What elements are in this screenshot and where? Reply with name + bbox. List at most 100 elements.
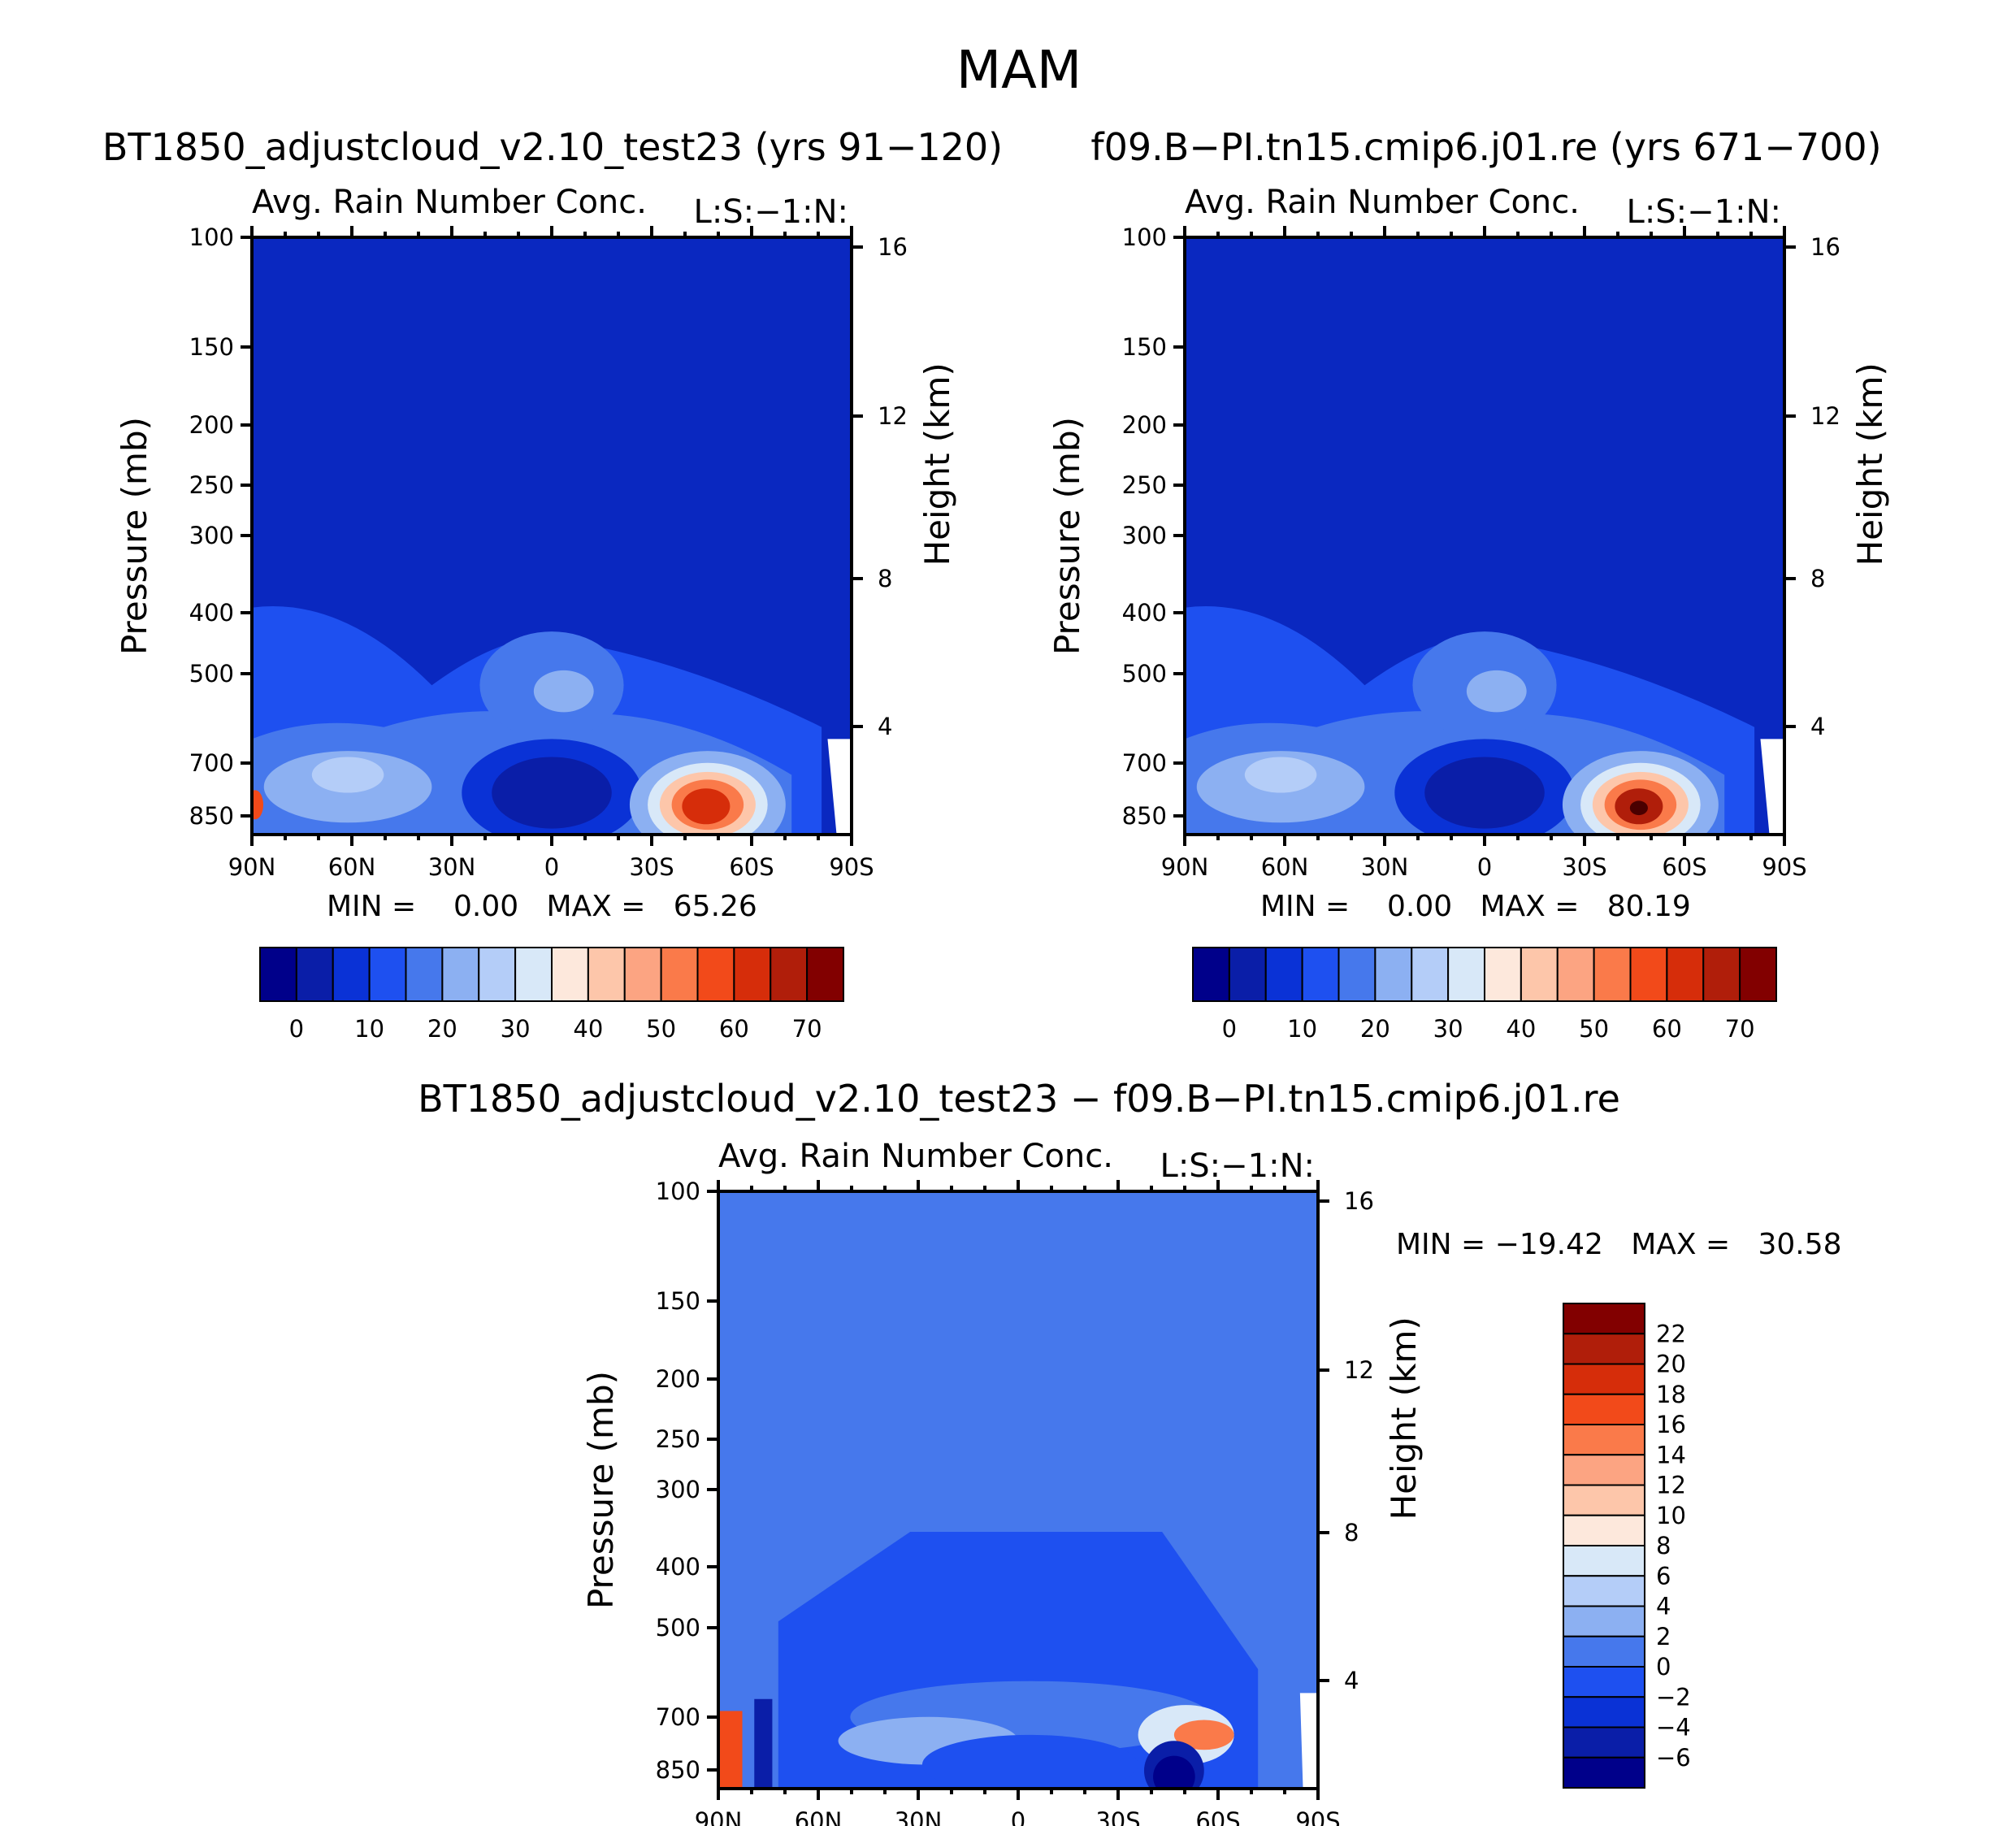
y-tick-label: 150 — [1122, 333, 1167, 361]
y-tick-label: 700 — [656, 1703, 700, 1731]
y2-axis-label: Height (km) — [917, 362, 957, 566]
y-tick-label: 850 — [1122, 802, 1167, 830]
colorbar-swatch — [1301, 947, 1340, 1002]
colorbar-label: 30 — [501, 1015, 531, 1043]
colorbar-swatch — [1563, 1666, 1645, 1698]
colorbar-label: 4 — [1656, 1593, 1671, 1620]
min-max-stats: MIN = 0.00 MAX = 65.26 — [327, 890, 757, 923]
colorbar-swatch — [1702, 947, 1741, 1002]
y2-tick-label: 4 — [878, 713, 892, 740]
colorbar-swatch — [1563, 1333, 1645, 1365]
contour-eq-min — [1424, 757, 1545, 829]
colorbar-label: 10 — [1656, 1502, 1686, 1529]
colorbar-label: 0 — [1656, 1653, 1671, 1681]
y2-tick-label: 8 — [1810, 565, 1825, 592]
colorbar-swatch — [1563, 1726, 1645, 1759]
colorbar-swatch — [1192, 947, 1230, 1002]
colorbar-label: 16 — [1656, 1411, 1686, 1438]
contour-diff-neg-core — [1153, 1755, 1195, 1789]
x-tick-label: 30N — [428, 853, 476, 881]
contour-diff-pos-max — [1173, 1720, 1234, 1750]
colorbar-label: 8 — [1656, 1532, 1671, 1559]
contour-sh-level-4 — [682, 788, 731, 825]
min-max-stats: MIN = −19.42 MAX = 30.58 — [1396, 1228, 1842, 1261]
y2-tick-label: 12 — [1810, 402, 1840, 430]
y2-tick-label: 16 — [878, 233, 908, 261]
colorbar-swatch — [332, 947, 371, 1002]
colorbar-label: −6 — [1656, 1744, 1691, 1772]
x-tick-label: 90S — [1762, 853, 1806, 881]
colorbar-swatch — [1563, 1514, 1645, 1546]
colorbar-label: 0 — [289, 1015, 304, 1043]
y2-tick-label: 4 — [1810, 713, 1825, 740]
colorbar-swatch — [1629, 947, 1668, 1002]
colorbar-label: 12 — [1656, 1472, 1686, 1499]
contour-upper-hump-core — [533, 670, 594, 713]
colorbar-swatch — [1563, 1696, 1645, 1728]
x-tick-label: 90S — [829, 853, 874, 881]
contour-diff-np-min — [754, 1698, 773, 1789]
units-label: L:S:−1:N: — [694, 193, 848, 231]
y2-tick-label: 12 — [878, 402, 908, 430]
x-tick-label: 60N — [1261, 853, 1309, 881]
colorbar-swatch — [551, 947, 589, 1002]
colorbar-swatch — [806, 947, 844, 1002]
colorbar-swatch — [1563, 1484, 1645, 1516]
colorbar-label: 20 — [427, 1015, 457, 1043]
x-tick-label: 60N — [328, 853, 376, 881]
contour-diff-np-max — [718, 1711, 743, 1789]
colorbar-swatch — [1563, 1756, 1645, 1789]
y-tick-label: 200 — [189, 411, 234, 439]
colorbar-swatch — [295, 947, 334, 1002]
plot-title: Avg. Rain Number Conc. — [1185, 184, 1580, 221]
colorbar-swatch — [1411, 947, 1450, 1002]
colorbar-label: 2 — [1656, 1623, 1671, 1650]
plot-title: Avg. Rain Number Conc. — [252, 184, 647, 221]
contour-nh-core — [1244, 757, 1317, 793]
colorbar-label: 22 — [1656, 1320, 1686, 1347]
contour-diff-low — [921, 1734, 1138, 1789]
contour-eq-min — [492, 757, 612, 829]
missing-data — [1299, 1693, 1318, 1789]
x-tick-label: 0 — [1477, 853, 1492, 881]
plot-title: Avg. Rain Number Conc. — [718, 1138, 1113, 1175]
colorbar-swatch — [1264, 947, 1303, 1002]
y2-tick-label: 8 — [878, 565, 892, 592]
colorbar-swatch — [1556, 947, 1595, 1002]
colorbar-swatch — [660, 947, 699, 1002]
colorbar-swatch — [587, 947, 626, 1002]
y-tick-label: 400 — [189, 599, 234, 627]
colorbar-label: 70 — [792, 1015, 822, 1043]
colorbar-swatch — [1337, 947, 1377, 1002]
y-tick-label: 200 — [1122, 411, 1167, 439]
y-tick-label: 300 — [1122, 522, 1167, 549]
colorbar-swatch — [770, 947, 809, 1002]
x-tick-label: 30N — [895, 1807, 943, 1826]
x-tick-label: 60N — [795, 1807, 843, 1826]
contour-field — [252, 237, 852, 835]
y-tick-label: 150 — [656, 1287, 700, 1315]
y2-tick-label: 4 — [1344, 1667, 1359, 1694]
y-tick-label: 850 — [189, 802, 234, 830]
y-tick-label: 500 — [656, 1614, 700, 1642]
y-tick-label: 200 — [656, 1365, 700, 1393]
x-tick-label: 90N — [695, 1807, 743, 1826]
y-tick-label: 100 — [1122, 223, 1167, 251]
panel-top-right: f09.B−PI.tn15.cmip6.j01.re (yrs 671−700)… — [1047, 125, 1890, 1043]
colorbar-swatch — [1563, 1424, 1645, 1456]
figure-title: MAM — [956, 41, 1082, 101]
x-tick-label: 30S — [1562, 853, 1606, 881]
colorbar-label: 50 — [646, 1015, 676, 1043]
panel-difference: BT1850_adjustcloud_v2.10_test23 − f09.B−… — [418, 1077, 1841, 1826]
contour-np-spot — [252, 790, 263, 820]
y-axis-label: Pressure (mb) — [115, 417, 154, 655]
contour-upper-hump-core — [1466, 670, 1527, 713]
colorbar-swatch — [1228, 947, 1267, 1002]
x-tick-label: 90N — [1161, 853, 1209, 881]
y-axis-label: Pressure (mb) — [1047, 417, 1087, 655]
y-tick-label: 250 — [189, 471, 234, 499]
y-tick-label: 400 — [1122, 599, 1167, 627]
colorbar-label: 50 — [1579, 1015, 1609, 1043]
colorbar-label: −4 — [1656, 1714, 1691, 1741]
